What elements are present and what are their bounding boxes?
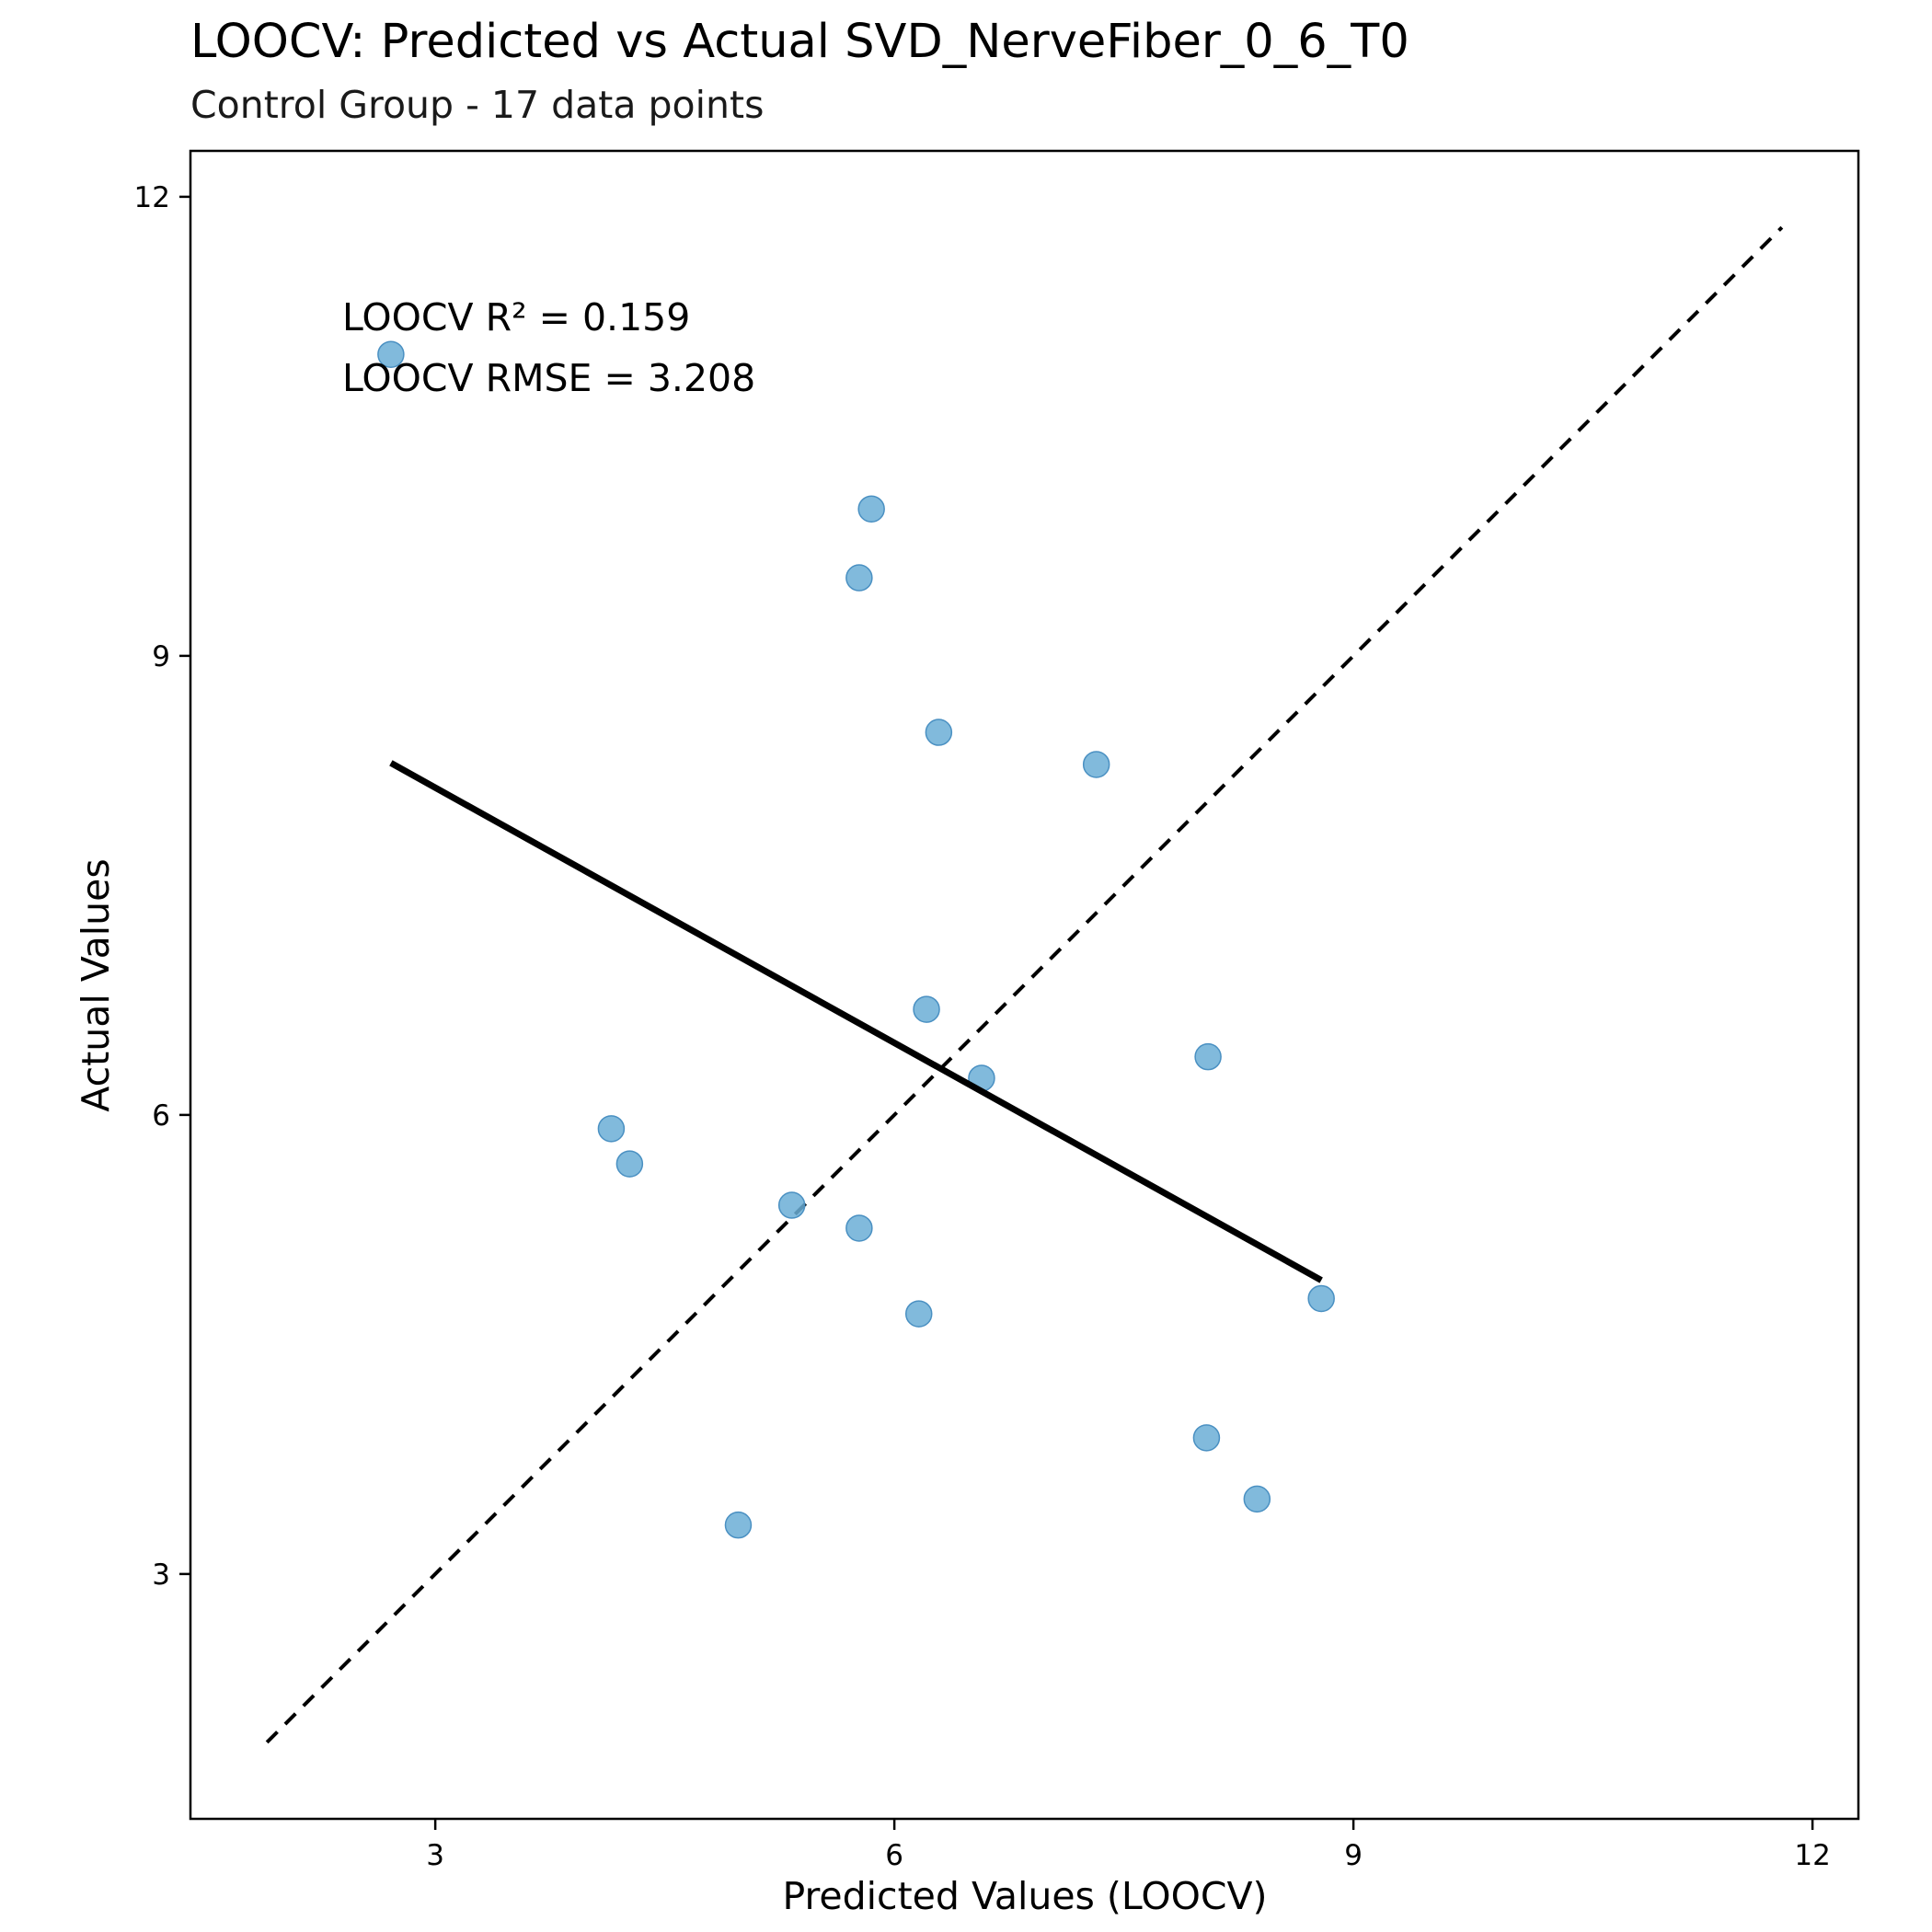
x-tick-label: 6 [885,1839,903,1872]
y-tick-label: 3 [152,1558,170,1592]
data-point [857,495,885,523]
regression-fit-line [389,760,1323,1283]
y-tick-label: 9 [152,640,170,673]
x-axis-ticks: 3 6 9 12 [426,1819,1831,1872]
chart-title: LOOCV: Predicted vs Actual SVD_NerveFibe… [190,15,1409,69]
data-point [913,995,940,1023]
data-point [904,1300,933,1328]
chart-subtitle: Control Group - 17 data points [190,83,764,127]
y-axis-ticks: 3 6 9 12 [134,181,190,1592]
data-point [1243,1485,1271,1513]
data-point [1194,1042,1222,1071]
x-tick-label: 3 [426,1839,444,1872]
data-point [377,340,405,368]
x-tick-label: 12 [1794,1839,1830,1872]
identity-reference-line [265,225,1784,1744]
data-point [925,719,953,746]
y-tick-label: 12 [134,181,170,214]
plot-area [189,149,1860,1821]
data-points [377,340,1335,1539]
data-point [845,1214,873,1242]
data-point [1192,1424,1221,1452]
annotation-rmse: LOOCV RMSE = 3.208 [342,356,755,400]
x-axis-label: Predicted Values (LOOCV) [782,1874,1267,1918]
data-point [777,1191,806,1219]
data-point [1082,751,1110,778]
x-tick-label: 9 [1344,1839,1363,1872]
data-point [1307,1284,1335,1313]
y-axis-label: Actual Values [74,858,118,1111]
y-tick-label: 6 [152,1099,170,1133]
data-point [845,564,873,592]
data-point [615,1150,644,1178]
data-point [724,1511,753,1539]
data-point [597,1115,626,1143]
annotation-r2: LOOCV R² = 0.159 [342,295,690,339]
